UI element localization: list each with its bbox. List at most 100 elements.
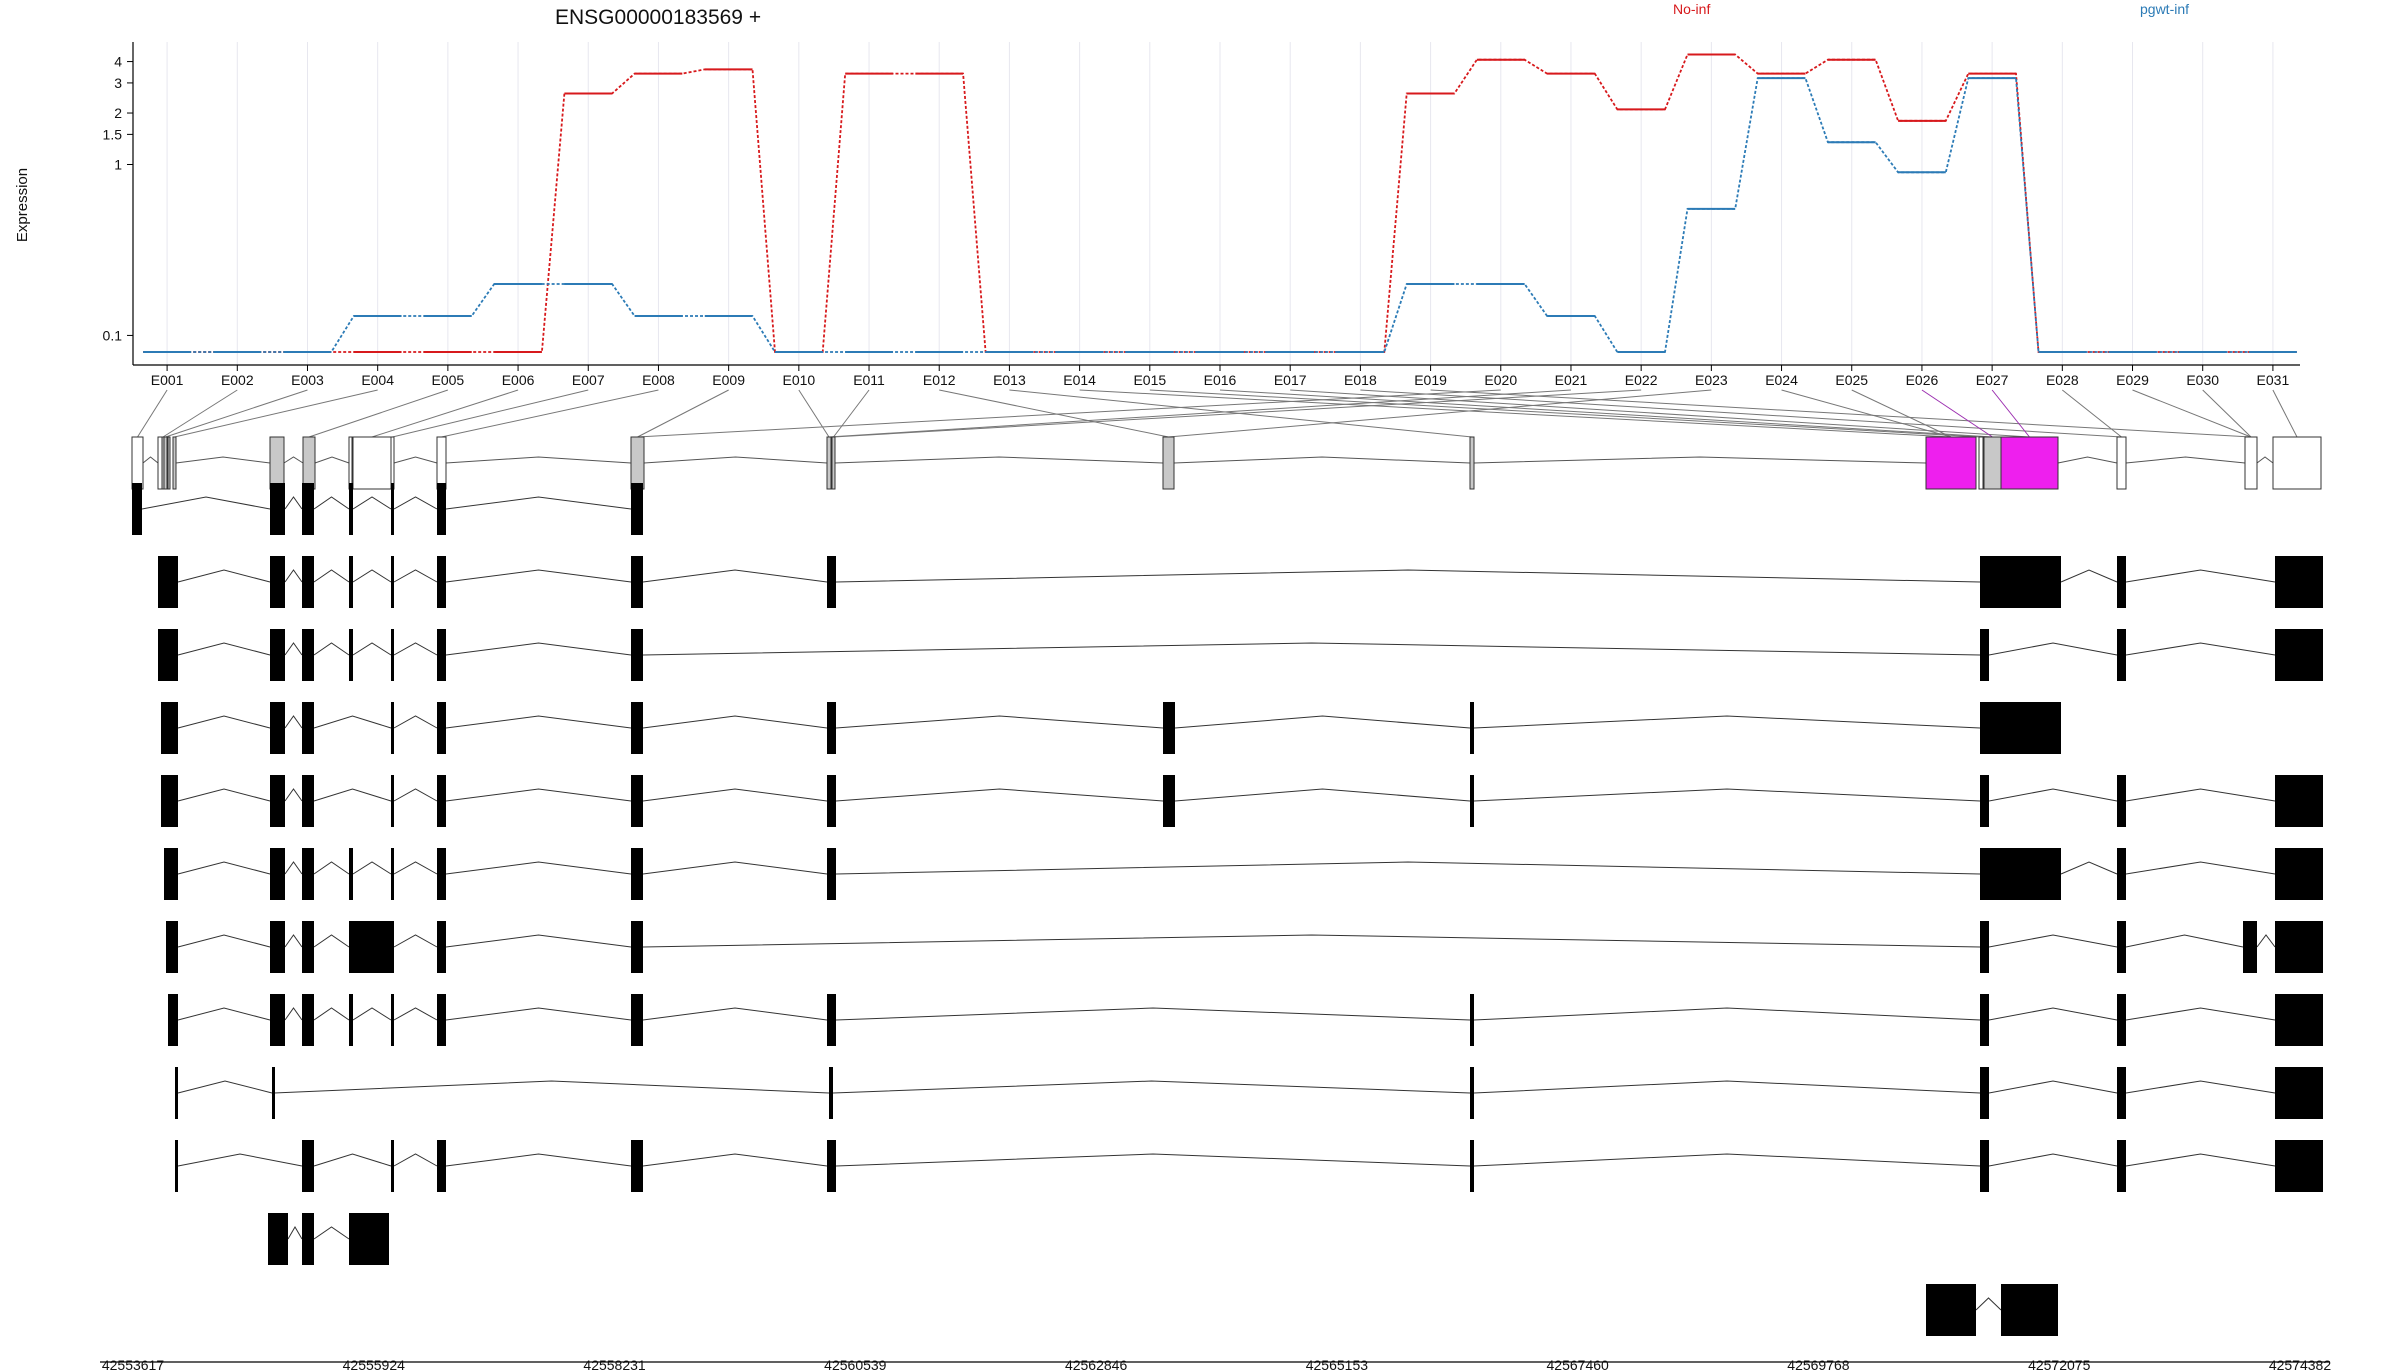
transcript-intron (2125, 1080, 2276, 1094)
transcript-exon (349, 629, 353, 681)
transcript-intron (313, 569, 350, 583)
connector-E001 (137, 389, 168, 438)
transcript-exon (391, 994, 394, 1046)
transcript-exon (270, 775, 285, 827)
transcript-exon (1470, 994, 1474, 1046)
transcript-intron (1473, 1080, 1981, 1094)
transcript-exon (827, 848, 836, 900)
transcript-exon (270, 994, 285, 1046)
transcript-intron (835, 569, 1981, 583)
transcript-intron (393, 1007, 438, 1021)
label-E012: E012 (923, 372, 956, 388)
plot-title: ENSG00000183569 + (555, 6, 761, 29)
transcript-exon (268, 1213, 288, 1265)
transcript-intron (2125, 788, 2276, 802)
transcript-exon (391, 483, 394, 535)
connector-E002 (162, 389, 238, 438)
transcript-intron (313, 496, 350, 510)
coord-label-42574382: 42574382 (2269, 1357, 2332, 1370)
coord-label-42572075: 42572075 (2028, 1357, 2091, 1370)
transcript-intron (177, 934, 271, 948)
transcript-exon (1470, 1067, 1474, 1119)
transcript-intron (177, 1007, 271, 1021)
coord-label-42560539: 42560539 (824, 1357, 887, 1370)
transcript-intron (177, 642, 271, 656)
transcript-exon (391, 775, 394, 827)
transcript-exon (827, 1140, 836, 1192)
exon-bin-box (1983, 436, 2002, 490)
transcript-exon (166, 921, 178, 973)
transcript-exon (2275, 629, 2323, 681)
label-E024: E024 (1765, 372, 1798, 388)
connector-E007 (392, 389, 589, 438)
connector-E030 (2202, 389, 2252, 438)
transcript-intron (2125, 1153, 2276, 1167)
transcript-exon (1163, 702, 1175, 754)
ytick-label-2: 2 (114, 105, 122, 121)
transcript-4 (161, 702, 2061, 754)
transcript-exon (829, 1067, 833, 1119)
label-E020: E020 (1484, 372, 1517, 388)
transcript-intron (313, 788, 392, 802)
label-E014: E014 (1063, 372, 1096, 388)
label-E007: E007 (572, 372, 605, 388)
transcript-intron (642, 1007, 828, 1021)
transcript-intron (1988, 642, 2118, 656)
transcript-intron (1473, 788, 1981, 802)
coord-label-42567460: 42567460 (1547, 1357, 1610, 1370)
exon-connectors (137, 389, 2298, 438)
transcript-exon (631, 629, 643, 681)
transcript-9 (175, 1067, 2323, 1119)
transcript-intron (393, 642, 438, 656)
coord-label-42569768: 42569768 (1787, 1357, 1850, 1370)
connector-E012 (939, 389, 1169, 438)
connector-E024 (1781, 389, 1952, 438)
transcript-intron (313, 934, 350, 948)
label-E023: E023 (1695, 372, 1728, 388)
genomic-coordinates: 42553617 42555924 42558231 42560539 42562846… (102, 1357, 2332, 1370)
transcript-exon (2275, 848, 2323, 900)
transcript-exon (302, 483, 314, 535)
transcript-intron (177, 788, 271, 802)
gene-intron (2125, 456, 2246, 464)
transcript-intron (393, 788, 438, 802)
transcript-intron (835, 788, 1164, 802)
exon-bin-box (1978, 436, 1984, 490)
transcript-exon (1980, 848, 2061, 900)
exon-bin-box (269, 436, 285, 490)
transcript-intron (1988, 1153, 2118, 1167)
transcript-exon (2117, 848, 2126, 900)
coord-label-42555924: 42555924 (343, 1357, 406, 1370)
transcript-intron (313, 1007, 350, 1021)
exon-bin-box (2000, 436, 2059, 490)
transcript-exon (631, 994, 643, 1046)
label-E019: E019 (1414, 372, 1447, 388)
transcript-exon (302, 848, 314, 900)
label-E002: E002 (221, 372, 254, 388)
transcript-exon (175, 1140, 178, 1192)
transcript-intron (2060, 569, 2118, 583)
transcript-models (132, 483, 2323, 1336)
label-E004: E004 (361, 372, 394, 388)
connector-E027 (1991, 389, 2030, 438)
coord-label-42553617: 42553617 (102, 1357, 165, 1370)
gene-intron (393, 456, 438, 464)
transcript-exon (302, 921, 314, 973)
transcript-exon (1470, 702, 1474, 754)
connector-E006 (371, 389, 519, 438)
transcript-exon (2117, 556, 2126, 608)
exon-bin-box (302, 436, 316, 490)
exon-bin-box (831, 436, 836, 490)
legend-pgwt-inf: pgwt-inf (2140, 1, 2189, 17)
transcript-intron (1473, 715, 1981, 729)
y-axis-label: Expression (14, 168, 31, 242)
transcript-exon (631, 1140, 643, 1192)
transcript-exon (437, 629, 446, 681)
ytick-label-4: 4 (114, 54, 122, 70)
transcript-intron (141, 496, 271, 510)
transcript-exon (2117, 1140, 2126, 1192)
label-E009: E009 (712, 372, 745, 388)
transcript-1 (132, 483, 643, 535)
connector-E008 (441, 389, 659, 438)
transcript-exon (270, 848, 285, 900)
